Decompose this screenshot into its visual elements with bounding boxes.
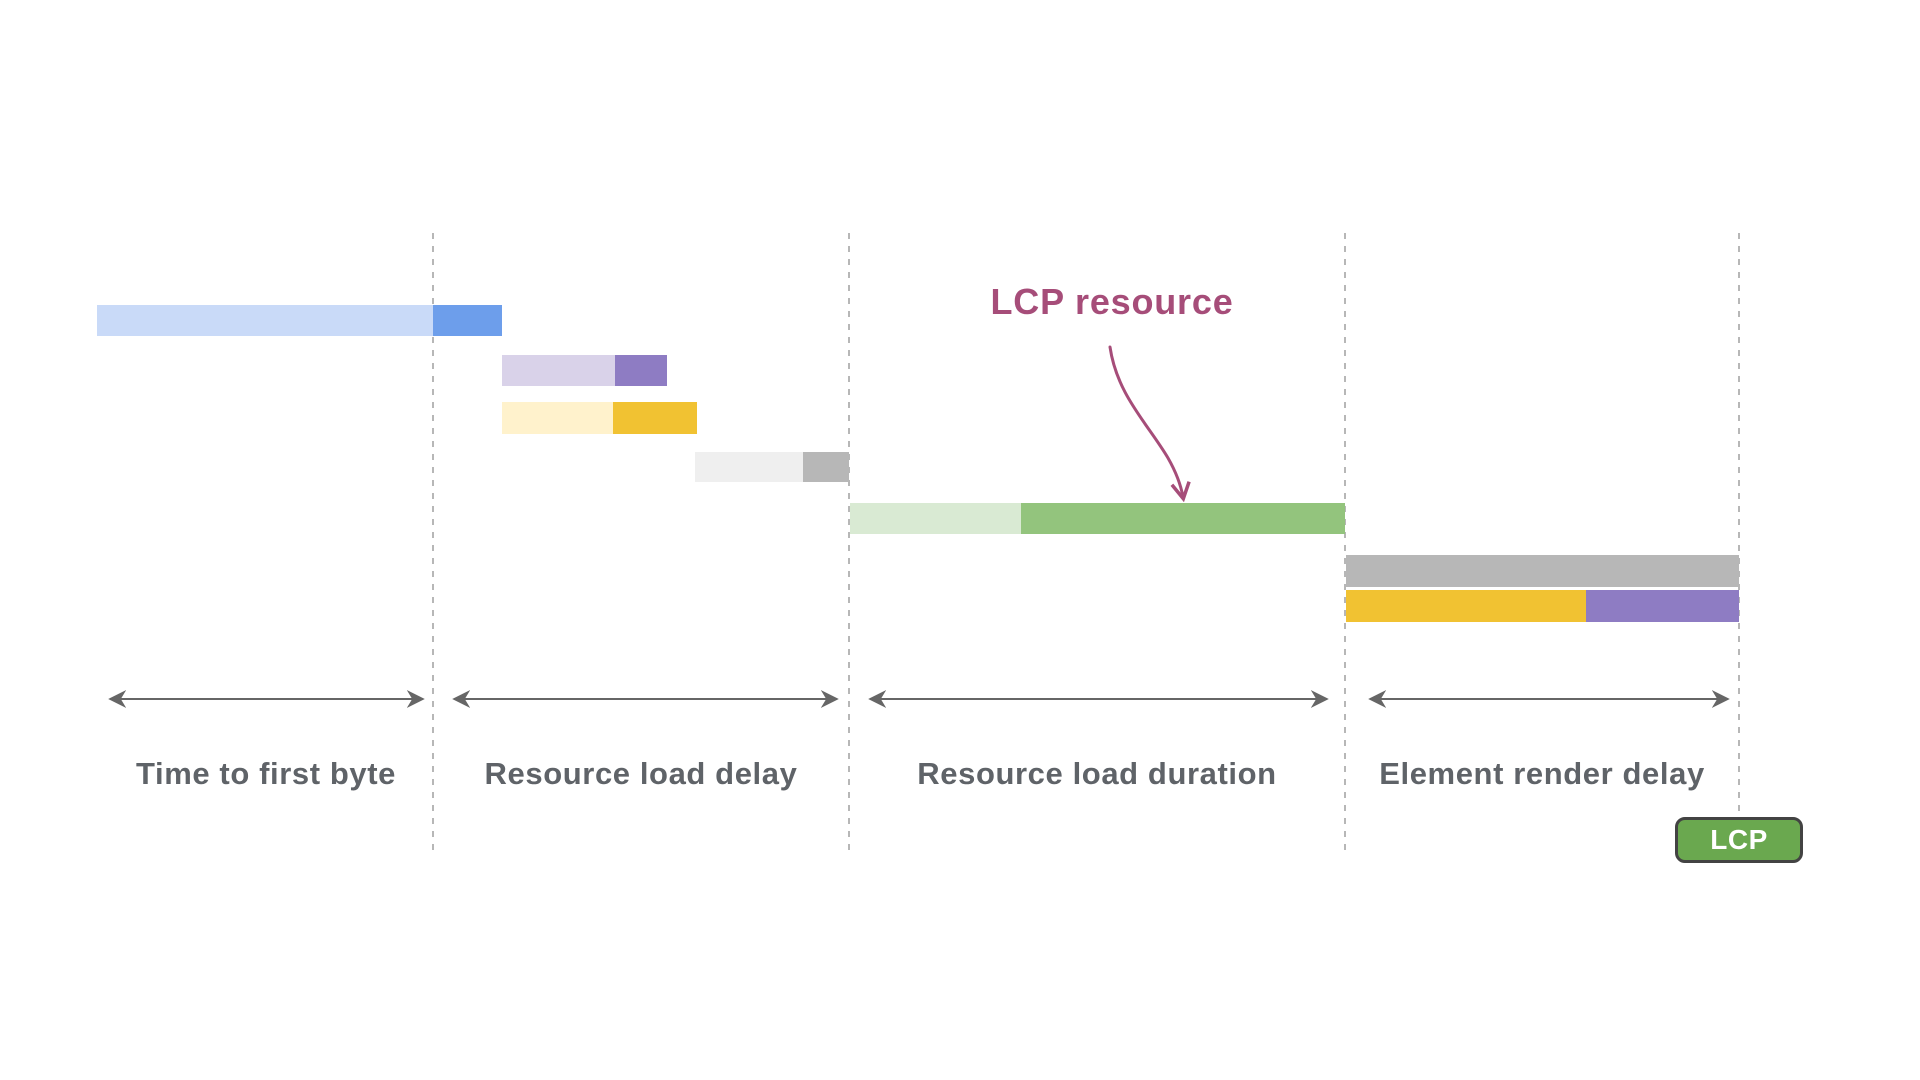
render-split-bar-purple-segment bbox=[1586, 590, 1739, 622]
lcp-resource-bar-queued-segment bbox=[850, 503, 1021, 534]
lcp-resource-label: LCP resource bbox=[990, 281, 1234, 322]
resource-yellow-bar-queued-segment bbox=[502, 402, 613, 434]
lcp-badge: LCP bbox=[1675, 817, 1803, 863]
section-divider-3 bbox=[1344, 233, 1346, 855]
section-divider-2 bbox=[848, 233, 850, 855]
section-label-element-render-delay: Element render delay bbox=[1379, 756, 1705, 791]
render-split-bar-yellow-segment bbox=[1346, 590, 1586, 622]
resource-purple-bar-queued-segment bbox=[502, 355, 615, 386]
resource-gray-bar-queued-segment bbox=[695, 452, 803, 482]
html-document-bar-queued-segment bbox=[97, 305, 433, 336]
section-divider-1 bbox=[432, 233, 434, 855]
resource-purple-bar-active-segment bbox=[615, 355, 667, 386]
section-label-resource-load-duration: Resource load duration bbox=[917, 756, 1277, 791]
section-divider-4 bbox=[1738, 233, 1740, 855]
section-label-resource-load-delay: Resource load delay bbox=[484, 756, 798, 791]
resource-gray-bar-active-segment bbox=[803, 452, 849, 482]
resource-yellow-bar-active-segment bbox=[613, 402, 697, 434]
html-document-bar-active-segment bbox=[433, 305, 502, 336]
section-label-time-to-first-byte: Time to first byte bbox=[136, 756, 396, 791]
render-gray-bar bbox=[1346, 555, 1739, 587]
lcp-resource-bar-active-segment bbox=[1021, 503, 1345, 534]
